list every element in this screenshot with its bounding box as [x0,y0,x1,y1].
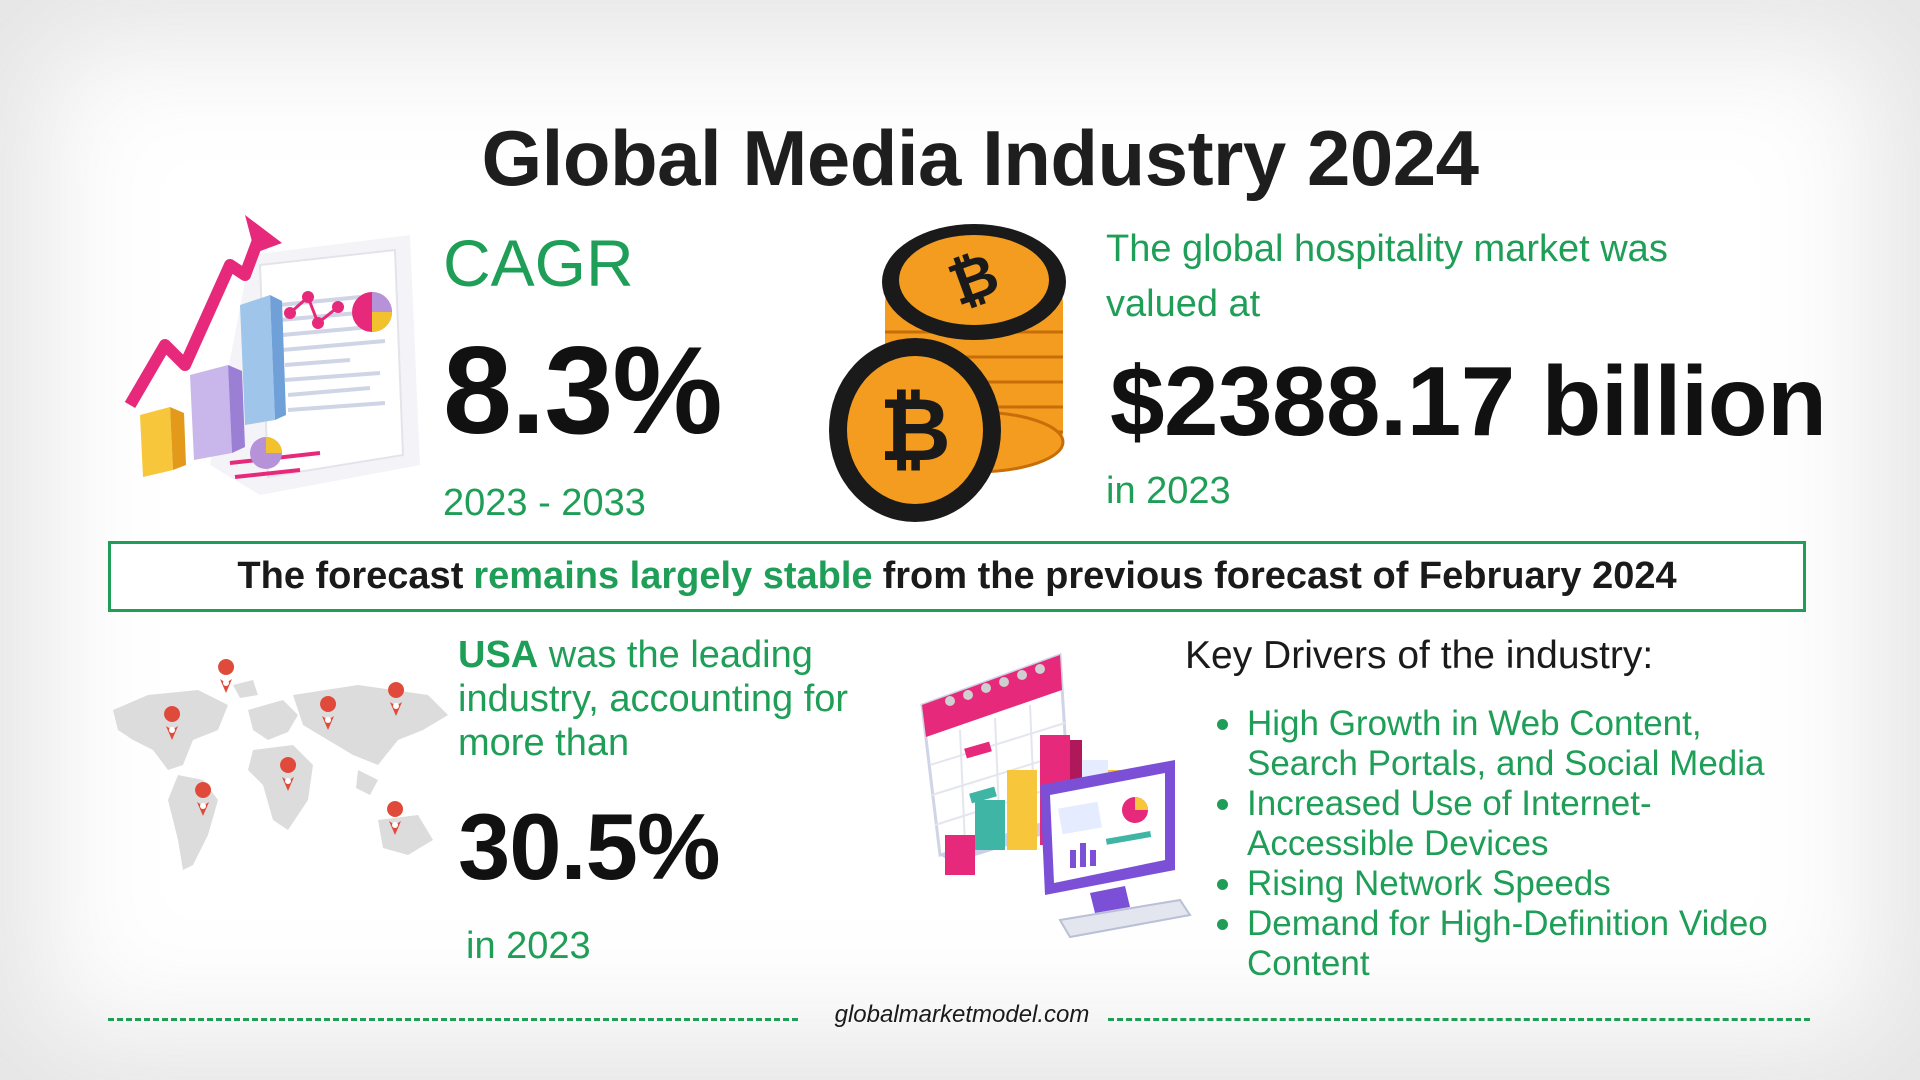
cagr-label: CAGR [443,226,634,300]
footer-divider-right [1108,1018,1810,1021]
forecast-suffix: from the previous forecast of February 2… [882,555,1677,597]
valuation-year: in 2023 [1106,470,1231,512]
page-title: Global Media Industry 2024 [481,114,1479,202]
usa-label: USA [458,634,539,676]
bitcoin-coins-icon: ₿ ₿ [829,224,1066,522]
footer-divider-left [108,1018,798,1021]
usa-text: was the leading industry, accounting for… [458,634,849,764]
cagr-period: 2023 - 2033 [443,482,646,524]
cagr-value: 8.3% [443,322,723,460]
growth-chart-icon [124,215,420,495]
drivers-list: High Growth in Web Content, Search Porta… [1215,704,1815,984]
world-map-icon [113,659,448,870]
valuation-text: The global hospitality market was valued… [1106,228,1668,325]
drivers-title: Key Drivers of the industry: [1185,634,1654,677]
usa-value: 30.5% [458,794,721,899]
driver-item: Demand for High-Definition Video Content [1215,904,1815,984]
footer-site[interactable]: globalmarketmodel.com [834,1001,1090,1028]
driver-item: Increased Use of Internet-Accessible Dev… [1215,784,1815,864]
forecast-banner: The forecast remains largely stable from… [108,541,1806,612]
svg-text:₿: ₿ [879,378,951,481]
calendar-dashboard-icon [920,652,1192,939]
forecast-highlight: remains largely stable [473,555,873,597]
driver-item: Rising Network Speeds [1215,864,1815,904]
usa-description: USA was the leading industry, accounting… [458,633,898,765]
driver-item: High Growth in Web Content, Search Porta… [1215,704,1815,784]
usa-year: in 2023 [466,925,591,967]
valuation-amount: $2388.17 billion [1110,346,1827,456]
forecast-prefix: The forecast [237,555,464,597]
